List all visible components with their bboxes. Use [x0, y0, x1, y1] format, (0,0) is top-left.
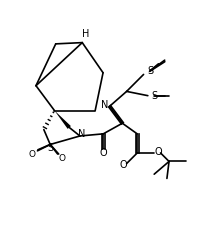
Text: N: N: [101, 100, 109, 110]
Polygon shape: [54, 110, 71, 129]
Text: O: O: [58, 154, 65, 163]
Text: O: O: [154, 147, 162, 157]
Text: S: S: [147, 66, 153, 76]
Text: H: H: [82, 29, 89, 39]
Text: O: O: [100, 148, 107, 158]
Text: S: S: [151, 91, 157, 101]
Text: S: S: [47, 143, 53, 153]
Text: N: N: [78, 129, 85, 139]
Text: O: O: [29, 149, 36, 159]
Text: O: O: [120, 160, 127, 170]
